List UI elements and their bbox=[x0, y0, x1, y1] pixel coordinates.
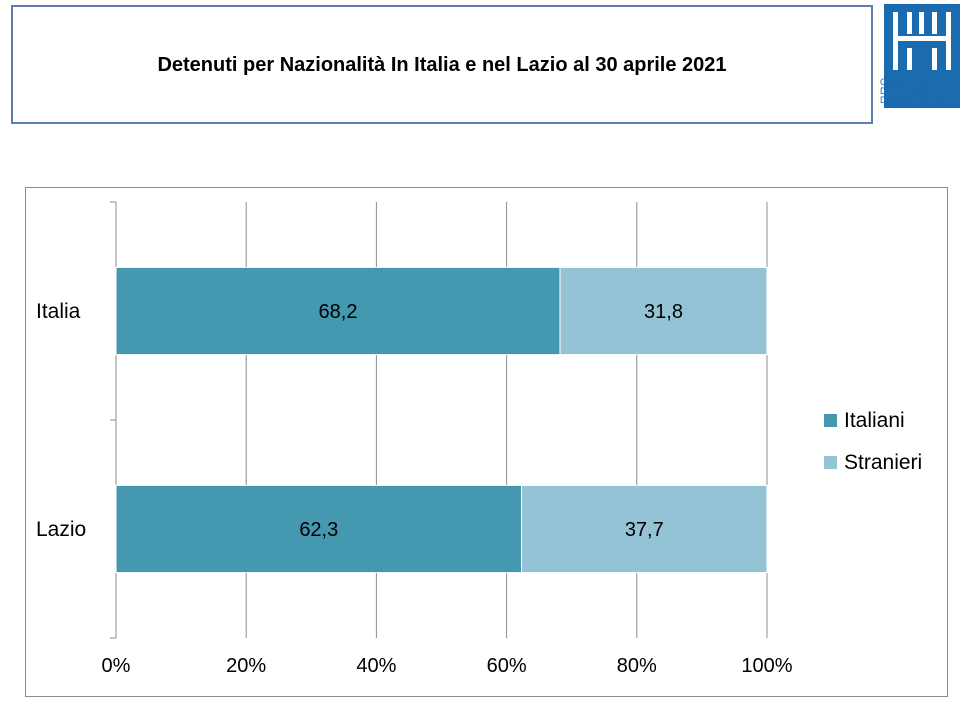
bar-stranieri bbox=[559, 266, 768, 356]
logo-line: DIRITTI bbox=[880, 86, 933, 96]
logo-line: DETENUTI bbox=[880, 95, 949, 105]
data-label: 68,2 bbox=[319, 301, 358, 323]
x-tick-label: 40% bbox=[356, 655, 396, 677]
x-tick-label: 20% bbox=[226, 655, 266, 677]
x-tick-label: 80% bbox=[617, 655, 657, 677]
data-label: 31,8 bbox=[644, 301, 683, 323]
legend-swatch bbox=[824, 414, 837, 427]
x-tick-label: 100% bbox=[741, 655, 792, 677]
bar-chart: 0% 20% 40% 60% 80% 100% 68,2 31,8 Italia 62,3 37,7… bbox=[36, 201, 922, 677]
bar-stranieri bbox=[521, 484, 768, 574]
legend-label: Stranieri bbox=[844, 451, 922, 474]
logo-line: GARANTE bbox=[880, 77, 945, 87]
legend-label: Italiani bbox=[844, 409, 905, 432]
category-label: Lazio bbox=[36, 518, 86, 541]
data-label: 37,7 bbox=[625, 519, 664, 541]
bar-italiani bbox=[115, 484, 523, 574]
x-tick-label: 60% bbox=[487, 655, 527, 677]
page-title: Detenuti per Nazionalità In Italia e nel… bbox=[157, 54, 727, 76]
garante-logo bbox=[884, 4, 960, 108]
garante-logo-mark bbox=[884, 4, 960, 78]
category-label: Italia bbox=[36, 300, 81, 323]
logo-caption: GARANTE DIRITTI DETENUTI bbox=[880, 78, 960, 105]
data-label: 62,3 bbox=[299, 519, 338, 541]
x-tick-label: 0% bbox=[102, 655, 131, 677]
chart-frame: 0% 20% 40% 60% 80% 100% 68,2 31,8 Italia 62,3 37,7… bbox=[25, 187, 948, 697]
title-box: Detenuti per Nazionalità In Italia e nel… bbox=[11, 5, 873, 124]
legend-swatch bbox=[824, 456, 837, 469]
